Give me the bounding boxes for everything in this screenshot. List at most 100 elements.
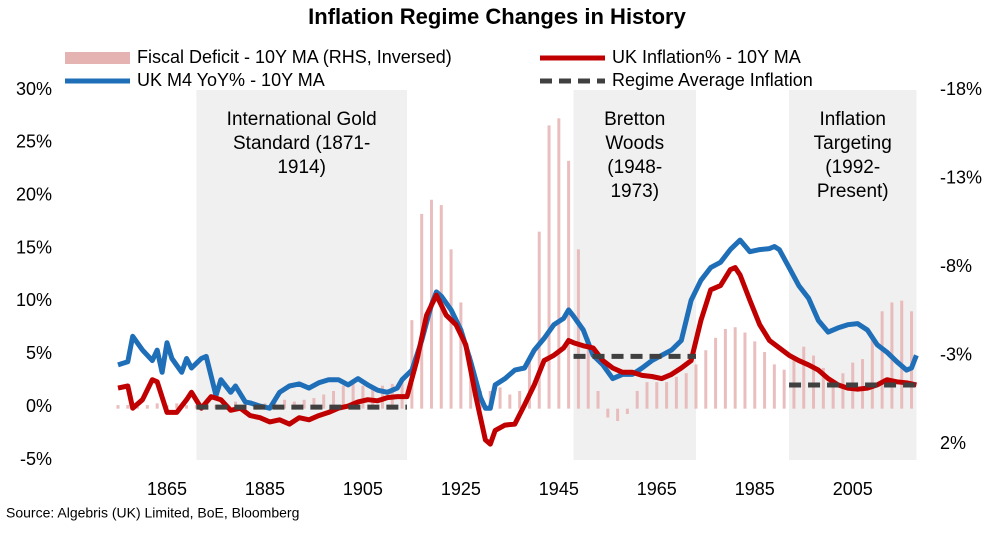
deficit-bar: [322, 394, 326, 409]
regime-label: Bretton: [604, 109, 665, 130]
deficit-bar: [175, 403, 179, 409]
deficit-bar: [312, 398, 316, 409]
deficit-bar: [557, 118, 561, 409]
deficit-bar: [302, 399, 306, 409]
deficit-bar: [586, 337, 590, 409]
deficit-bar: [821, 367, 825, 409]
y-tick-label: 15%: [16, 237, 52, 257]
deficit-bar: [537, 231, 541, 409]
y-tick-label: 30%: [16, 79, 52, 99]
regime-label: Present): [817, 181, 889, 202]
deficit-bar: [831, 382, 835, 409]
deficit-bar: [665, 382, 669, 409]
deficit-bar: [714, 337, 718, 409]
deficit-bar: [782, 369, 786, 409]
deficit-bar: [753, 341, 757, 409]
legend-label: UK M4 YoY% - 10Y MA: [137, 70, 325, 90]
deficit-bar: [870, 337, 874, 409]
deficit-bar: [283, 399, 287, 409]
deficit-bar: [351, 383, 355, 409]
regime-label: Targeting: [814, 133, 892, 154]
x-tick-label: 1905: [343, 479, 383, 499]
deficit-bar: [449, 249, 453, 409]
deficit-bar: [459, 302, 463, 409]
deficit-bar: [635, 390, 639, 409]
deficit-bar: [625, 408, 629, 414]
regime-label: 1914): [277, 157, 326, 178]
legend-label: UK Inflation% - 10Y MA: [612, 47, 801, 67]
deficit-bar: [684, 373, 688, 409]
deficit-bar: [645, 382, 649, 409]
x-tick-label: 1885: [245, 479, 285, 499]
deficit-bar: [576, 249, 580, 409]
deficit-bar: [420, 213, 424, 409]
deficit-bar: [723, 328, 727, 409]
deficit-bar: [694, 364, 698, 409]
x-tick-label: 1985: [735, 479, 775, 499]
deficit-bar: [733, 327, 737, 409]
y2-tick-label: -13%: [940, 167, 982, 187]
y2-tick-label: -18%: [940, 79, 982, 99]
lines: [117, 237, 919, 447]
deficit-bar: [674, 376, 678, 409]
regime-label: (1948-: [607, 157, 662, 178]
y-tick-label: 0%: [26, 396, 52, 416]
x-tick-label: 1945: [539, 479, 579, 499]
y2-tick-label: -8%: [940, 256, 972, 276]
x-tick-label: 1965: [637, 479, 677, 499]
deficit-bar: [136, 406, 140, 409]
regime-label: International Gold: [227, 109, 377, 130]
y-tick-label: 10%: [16, 290, 52, 310]
deficit-bar: [332, 390, 336, 409]
deficit-bar: [341, 385, 345, 409]
deficit-bar: [547, 125, 551, 409]
regime-label: Standard (1871-: [233, 133, 370, 154]
chart-title: Inflation Regime Changes in History: [308, 4, 686, 29]
deficit-bar: [704, 350, 708, 409]
deficit-bar: [518, 390, 522, 409]
deficit-bar: [772, 364, 776, 409]
y-tick-label: -5%: [20, 449, 52, 469]
source: Source: Algebris (UK) Limited, BoE, Bloo…: [6, 505, 299, 521]
deficit-bar: [155, 403, 159, 409]
deficit-bar: [116, 405, 120, 409]
legend-label: Regime Average Inflation: [612, 70, 813, 90]
legend: Fiscal Deficit - 10Y MA (RHS, Inversed) U…: [65, 47, 813, 90]
deficit-bar: [185, 405, 189, 409]
deficit-bar: [361, 385, 365, 409]
regime-shading: [196, 90, 917, 460]
regime-label: Inflation: [819, 109, 886, 130]
deficit-bar: [763, 352, 767, 409]
regime-label: (1992-: [825, 157, 880, 178]
deficit-bar: [498, 387, 502, 409]
deficit-bar: [655, 382, 659, 409]
legend-swatch: [65, 52, 130, 64]
deficit-bar: [900, 300, 904, 409]
deficit-bar: [743, 332, 747, 409]
deficit-bar: [616, 408, 620, 422]
x-tick-label: 1925: [441, 479, 481, 499]
regime-label: Woods: [605, 133, 664, 154]
deficit-bar: [802, 346, 806, 409]
x-tick-label: 2005: [833, 479, 873, 499]
series-line: [117, 237, 919, 411]
deficit-bar: [910, 311, 914, 409]
deficit-bar: [596, 390, 600, 409]
regime-label: 1973): [610, 181, 659, 202]
y-tick-label: 5%: [26, 343, 52, 363]
deficit-bar: [880, 311, 884, 409]
legend-label: Fiscal Deficit - 10Y MA (RHS, Inversed): [137, 47, 452, 67]
series-line: [117, 265, 917, 447]
deficit-bar: [812, 355, 816, 409]
y-tick-label: 20%: [16, 184, 52, 204]
deficit-bar: [527, 355, 531, 409]
deficit-bar: [567, 160, 571, 409]
deficit-bar: [841, 373, 845, 409]
y2-tick-label: -3%: [940, 344, 972, 364]
deficit-bar: [126, 405, 130, 409]
y2-tick-label: 2%: [940, 433, 966, 453]
deficit-bar: [861, 359, 865, 409]
deficit-bar: [508, 394, 512, 409]
y-tick-label: 25%: [16, 132, 52, 152]
